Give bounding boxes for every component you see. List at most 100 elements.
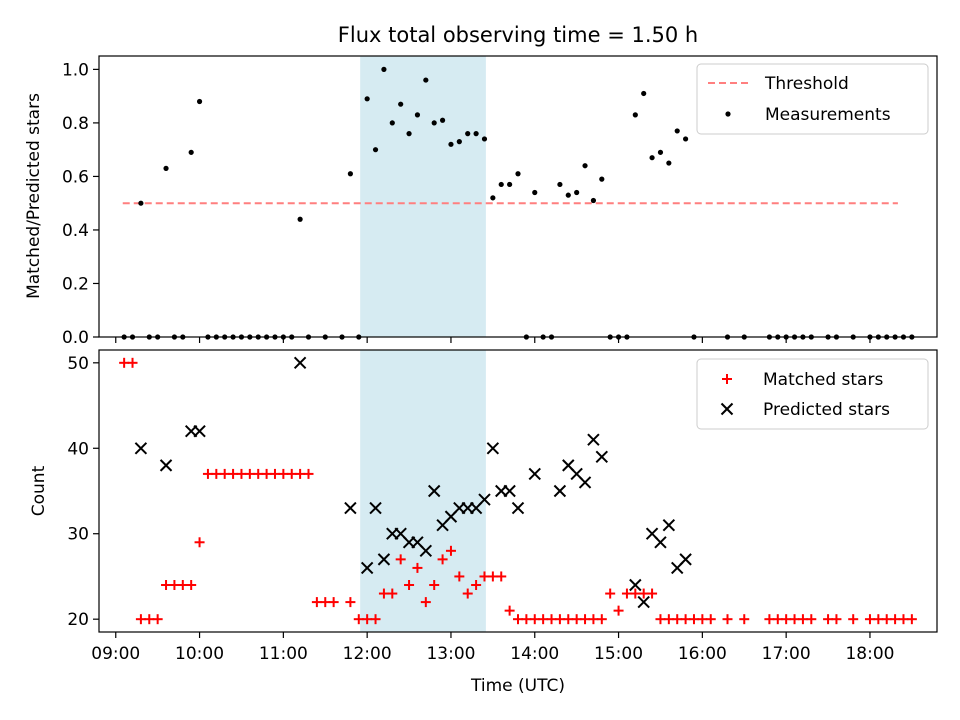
matched-star-point: [420, 597, 431, 608]
measurement-point: [557, 181, 563, 188]
matched-star-point: [697, 614, 708, 625]
matched-star-point: [169, 580, 180, 590]
matched-star-point: [873, 614, 884, 625]
predicted-star-point: [578, 476, 592, 489]
matched-stars-group: [119, 357, 917, 625]
measurement-point: [406, 131, 412, 137]
matched-star-point: [211, 468, 222, 479]
predicted-star-point: [595, 450, 609, 464]
measurement-point: [515, 171, 521, 177]
predicted-star-point: [193, 424, 206, 438]
top-shaded-interval: [360, 56, 486, 337]
measurement-point: [490, 195, 496, 201]
measurement-point: [532, 189, 538, 196]
matched-star-point: [353, 614, 364, 625]
matched-star-point: [722, 614, 733, 625]
predicted-star-point: [511, 501, 525, 515]
predicted-star-point: [654, 536, 667, 549]
matched-star-point: [864, 614, 875, 625]
predicted-star-point: [344, 501, 357, 515]
predicted-star-point: [478, 493, 491, 506]
matched-star-point: [647, 588, 658, 599]
measurement-point: [372, 147, 379, 153]
matched-star-point: [445, 545, 456, 556]
measurements-legend-label: Measurements: [765, 105, 891, 125]
measurement-point: [590, 197, 597, 204]
predicted-star-point: [427, 484, 441, 498]
matched-star-point: [253, 468, 264, 479]
matched-star-point: [680, 614, 691, 625]
measurement-point: [389, 120, 395, 126]
bottom-axes-frame: [98, 349, 938, 633]
matched-legend-label: Matched stars: [763, 370, 883, 390]
matched-star-point: [538, 614, 549, 625]
measurement-point: [439, 117, 446, 123]
predicted-stars-group: [134, 356, 692, 609]
measurements-legend-swatch: [725, 111, 731, 117]
measurement-point: [138, 200, 144, 206]
matched-star-point: [688, 614, 699, 625]
matched-star-point: [370, 614, 381, 625]
bottom-y-tick-label: 50: [67, 354, 89, 374]
matched-star-point: [127, 357, 138, 368]
matched-star-point: [177, 580, 188, 590]
matched-star-point: [387, 588, 398, 599]
matched-star-point: [303, 468, 314, 479]
predicted-star-point: [528, 467, 541, 481]
matched-star-point: [521, 614, 532, 625]
predicted-star-point: [553, 484, 567, 498]
measurement-point: [481, 136, 488, 142]
matched-star-point: [454, 571, 465, 582]
predicted-star-point: [360, 561, 374, 575]
measurement-point: [565, 192, 571, 198]
measurement-point: [465, 131, 471, 137]
matched-star-point: [320, 597, 331, 608]
matched-star-point: [487, 571, 498, 582]
predicted-star-point: [134, 442, 148, 455]
matched-star-point: [378, 588, 389, 599]
bottom-panel: 20 30 40 50 09:00 10:00 11:00 12:00 13:00 14:00 1…: [29, 349, 938, 696]
measurement-point: [381, 66, 387, 72]
bottom-y-tick-label: 30: [67, 525, 89, 545]
chart-title: Flux total observing time = 1.50 h: [338, 23, 698, 47]
matched-star-point: [563, 614, 574, 625]
measurement-point: [507, 181, 513, 188]
matched-star-point: [705, 614, 716, 625]
matched-star-point: [496, 571, 507, 582]
matched-star-point: [362, 614, 373, 625]
matched-star-point: [236, 468, 247, 479]
matched-swatch-mark: [722, 374, 732, 384]
matched-star-point: [739, 614, 750, 625]
matched-star-point: [278, 468, 289, 479]
x-tick-label: 14:00: [510, 644, 559, 664]
matched-star-point: [119, 357, 130, 368]
matched-star-point: [823, 614, 834, 625]
predicted-star-point: [486, 442, 500, 455]
predicted-star-point: [419, 544, 433, 558]
bottom-y-axis-label: Count: [29, 465, 49, 516]
matched-star-point: [621, 588, 632, 599]
matched-star-point: [663, 614, 674, 625]
measurement-point: [473, 131, 479, 137]
measurement-point: [163, 165, 169, 171]
matched-star-point: [194, 537, 205, 548]
matched-star-point: [144, 614, 155, 625]
top-y-tick-label: 0.4: [62, 221, 89, 241]
x-tick-label: 13:00: [426, 644, 475, 664]
matched-star-point: [479, 571, 490, 582]
top-axes-frame: [98, 55, 938, 338]
predicted-legend-label: Predicted stars: [763, 400, 890, 420]
measurement-point: [414, 112, 421, 118]
predicted-star-point: [369, 501, 382, 515]
matched-star-point: [898, 614, 909, 625]
matched-star-point: [806, 614, 817, 625]
matched-star-point: [328, 597, 339, 608]
matched-star-point: [311, 597, 322, 608]
matched-star-point: [781, 614, 792, 625]
x-tick-label: 10:00: [175, 644, 224, 664]
x-tick-label: 18:00: [845, 644, 894, 664]
measurement-point: [188, 149, 194, 155]
matched-star-point: [580, 614, 591, 625]
predicted-legend-swatch: [720, 402, 734, 416]
matched-star-point: [161, 580, 172, 590]
